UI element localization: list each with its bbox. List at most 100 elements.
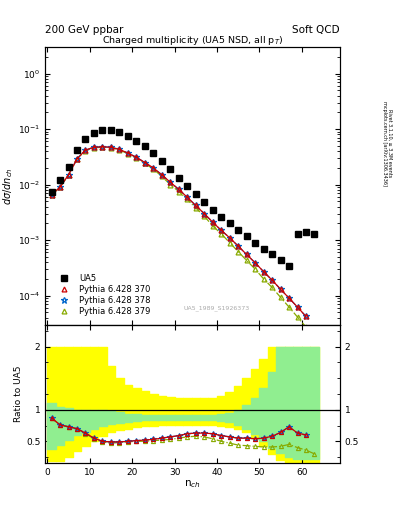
UA5: [58, 177, 62, 183]
UA5: [160, 158, 164, 164]
Pythia 6.428 379: [134, 155, 139, 161]
Pythia 6.428 378: [176, 186, 181, 193]
Pythia 6.428 370: [227, 234, 232, 241]
Pythia 6.428 370: [83, 147, 88, 153]
UA5: [185, 183, 190, 189]
Pythia 6.428 370: [125, 150, 130, 156]
UA5: [151, 150, 156, 156]
Pythia 6.428 378: [92, 144, 96, 151]
Pythia 6.428 379: [270, 284, 274, 290]
UA5: [66, 164, 71, 170]
Pythia 6.428 378: [227, 234, 232, 241]
Pythia 6.428 378: [270, 277, 274, 283]
Pythia 6.428 378: [278, 286, 283, 292]
UA5: [210, 207, 215, 213]
Pythia 6.428 378: [202, 210, 207, 217]
Pythia 6.428 379: [261, 276, 266, 282]
Pythia 6.428 378: [100, 144, 105, 150]
Pythia 6.428 379: [253, 266, 257, 272]
Pythia 6.428 379: [143, 160, 147, 166]
Pythia 6.428 378: [117, 146, 122, 153]
UA5: [312, 231, 317, 237]
Text: Rivet 3.1.10, ≥ 3.3M events
mcplots.cern.ch [arXiv:1306.3436]: Rivet 3.1.10, ≥ 3.3M events mcplots.cern…: [382, 101, 393, 186]
UA5: [244, 232, 249, 239]
UA5: [270, 251, 274, 258]
Pythia 6.428 370: [219, 227, 224, 233]
Pythia 6.428 379: [176, 188, 181, 195]
Pythia 6.428 379: [202, 213, 207, 219]
Pythia 6.428 379: [304, 324, 309, 330]
UA5: [219, 214, 224, 220]
Pythia 6.428 378: [108, 144, 113, 151]
UA5: [49, 188, 54, 195]
Pythia 6.428 378: [287, 295, 292, 301]
UA5: [134, 138, 139, 144]
Pythia 6.428 379: [58, 184, 62, 190]
Pythia 6.428 370: [253, 260, 257, 266]
UA5: [261, 246, 266, 252]
Pythia 6.428 379: [66, 172, 71, 178]
Y-axis label: $d\sigma/dn_{ch}$: $d\sigma/dn_{ch}$: [1, 167, 15, 205]
Pythia 6.428 370: [49, 192, 54, 198]
Pythia 6.428 379: [227, 240, 232, 246]
Pythia 6.428 370: [160, 172, 164, 178]
Pythia 6.428 370: [202, 210, 207, 217]
Pythia 6.428 370: [151, 165, 156, 171]
Pythia 6.428 370: [270, 277, 274, 283]
Pythia 6.428 378: [236, 243, 241, 249]
Pythia 6.428 370: [278, 286, 283, 292]
Pythia 6.428 370: [134, 154, 139, 160]
Pythia 6.428 378: [210, 219, 215, 225]
UA5: [227, 220, 232, 226]
Pythia 6.428 370: [92, 144, 96, 151]
Pythia 6.428 378: [66, 172, 71, 178]
Pythia 6.428 378: [193, 202, 198, 208]
Pythia 6.428 370: [100, 144, 105, 150]
Text: UA5_1989_S1926373: UA5_1989_S1926373: [183, 305, 249, 311]
Pythia 6.428 378: [304, 313, 309, 319]
Pythia 6.428 379: [185, 197, 190, 203]
UA5: [295, 231, 300, 237]
Text: Soft QCD: Soft QCD: [292, 25, 340, 35]
Pythia 6.428 378: [261, 269, 266, 275]
Pythia 6.428 370: [287, 295, 292, 301]
Y-axis label: Ratio to UA5: Ratio to UA5: [14, 366, 23, 422]
Pythia 6.428 370: [304, 313, 309, 319]
Pythia 6.428 378: [151, 165, 156, 171]
Pythia 6.428 378: [219, 227, 224, 233]
Pythia 6.428 370: [295, 304, 300, 310]
UA5: [117, 129, 122, 135]
Pythia 6.428 379: [108, 145, 113, 151]
UA5: [100, 127, 105, 133]
Pythia 6.428 379: [236, 248, 241, 254]
UA5: [83, 136, 88, 142]
Pythia 6.428 370: [210, 219, 215, 225]
Pythia 6.428 378: [58, 184, 62, 190]
Line: UA5: UA5: [48, 127, 318, 269]
Pythia 6.428 379: [312, 334, 317, 340]
Pythia 6.428 378: [160, 172, 164, 178]
Pythia 6.428 379: [193, 205, 198, 211]
UA5: [253, 240, 257, 246]
Line: Pythia 6.428 370: Pythia 6.428 370: [49, 144, 309, 319]
UA5: [108, 127, 113, 134]
Pythia 6.428 378: [295, 304, 300, 310]
Pythia 6.428 378: [253, 260, 257, 266]
Pythia 6.428 378: [75, 156, 79, 162]
Pythia 6.428 379: [117, 147, 122, 153]
Pythia 6.428 378: [125, 150, 130, 156]
Pythia 6.428 378: [185, 194, 190, 200]
Pythia 6.428 378: [168, 179, 173, 185]
Pythia 6.428 370: [58, 184, 62, 190]
Pythia 6.428 379: [100, 144, 105, 151]
Pythia 6.428 370: [143, 159, 147, 165]
UA5: [193, 191, 198, 197]
Pythia 6.428 379: [295, 314, 300, 320]
Pythia 6.428 379: [210, 223, 215, 229]
UA5: [278, 258, 283, 264]
Pythia 6.428 370: [108, 144, 113, 151]
UA5: [236, 227, 241, 233]
UA5: [287, 263, 292, 269]
Pythia 6.428 370: [117, 146, 122, 153]
UA5: [92, 130, 96, 136]
